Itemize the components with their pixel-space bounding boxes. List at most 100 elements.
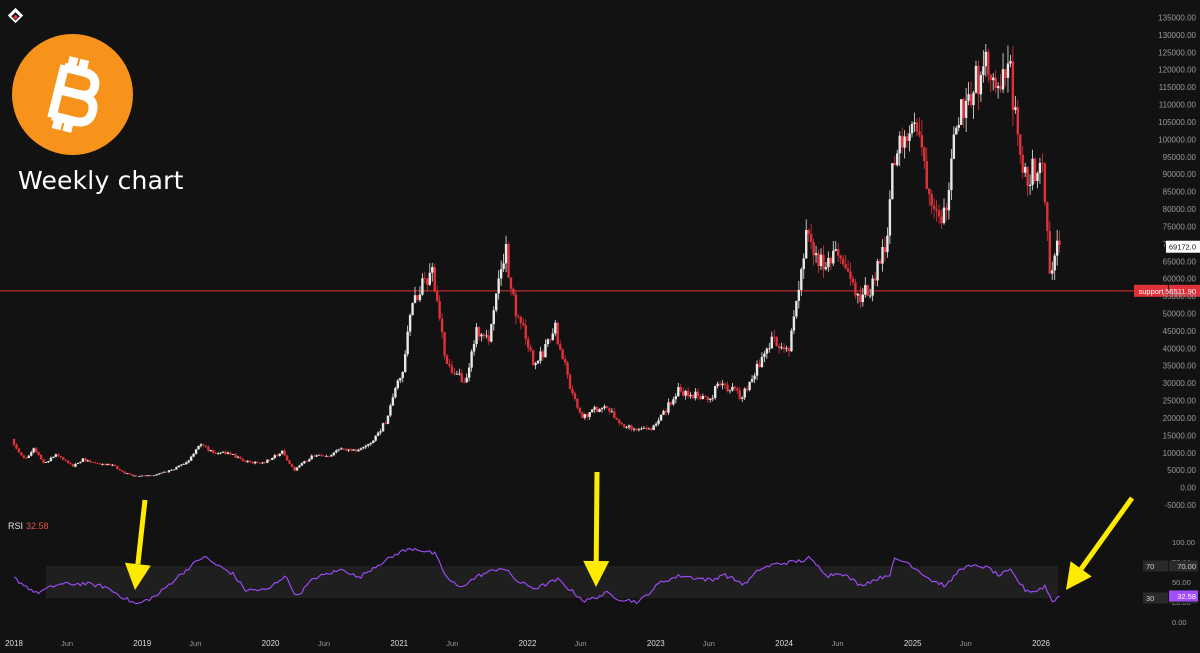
- candle-body: [502, 263, 505, 270]
- price-tick-label: 25000.00: [1163, 397, 1197, 406]
- candle-body: [379, 431, 382, 433]
- time-tick-year: 2019: [133, 639, 151, 648]
- candle-body: [701, 396, 705, 400]
- candle-body: [780, 347, 783, 349]
- candle-body: [177, 465, 181, 468]
- time-tick-year: 2022: [519, 639, 537, 648]
- candle-body: [1026, 166, 1029, 186]
- candle-body: [940, 216, 943, 224]
- tradingview-logo-icon[interactable]: [7, 7, 24, 24]
- candle-body: [960, 99, 963, 125]
- candle-body: [795, 300, 798, 317]
- candle-body: [285, 455, 289, 461]
- candle-body: [261, 462, 264, 464]
- candle-body: [652, 425, 655, 430]
- candle-body: [472, 344, 476, 352]
- candle-body: [844, 264, 847, 269]
- candle-body: [903, 136, 906, 148]
- candle-body: [155, 474, 158, 476]
- candle-body: [39, 454, 43, 460]
- candle-body: [224, 451, 227, 454]
- candle-body: [999, 86, 1002, 90]
- arrow-down-icon: [135, 499, 148, 565]
- candle-body: [561, 349, 564, 360]
- candle-body: [718, 383, 722, 386]
- candle-body: [834, 249, 837, 251]
- candle-body: [308, 459, 311, 462]
- candle-body: [964, 100, 968, 118]
- candle-body: [819, 254, 823, 267]
- candle-body: [349, 449, 353, 451]
- rsi-last-label: 32.58: [1177, 592, 1196, 601]
- chart-title: Weekly chart: [18, 166, 184, 195]
- candle-body: [745, 388, 749, 391]
- price-tick-label: 110000.00: [1159, 101, 1197, 110]
- price-axis[interactable]: -5000.00 0.00 5000.00 10000.00 15000.00 20000…: [1158, 13, 1200, 510]
- candle-body: [955, 127, 958, 135]
- candle-body: [143, 475, 146, 477]
- candle-body: [335, 450, 338, 453]
- bitcoin-logo: [12, 34, 133, 155]
- candle-body: [610, 411, 614, 413]
- candle-body: [438, 300, 441, 319]
- candle-body: [81, 458, 85, 462]
- candle-body: [829, 257, 833, 264]
- candle-body: [527, 339, 530, 348]
- time-axis[interactable]: 2018 Jun 2019 Jun 2020 Jun 2021 Jun 2022 Jun 2023 J…: [5, 639, 1050, 648]
- candle-body: [180, 464, 183, 466]
- candle-body: [595, 407, 599, 412]
- candle-body: [197, 445, 200, 450]
- candle-body: [694, 391, 697, 399]
- candle-body: [837, 249, 840, 256]
- candle-body: [150, 475, 153, 477]
- candle-body: [967, 94, 970, 101]
- rsi-legend-name: RSI: [8, 521, 24, 531]
- time-tick-year: 2024: [775, 639, 793, 648]
- candle-body: [913, 122, 916, 124]
- candle-body: [433, 267, 436, 292]
- candle-body: [721, 383, 724, 386]
- candle-body: [846, 268, 850, 272]
- candle-body: [873, 278, 877, 281]
- candlestick-series: [12, 43, 1061, 477]
- candle-body: [817, 253, 820, 267]
- candle-body: [1033, 158, 1037, 182]
- candle-body: [743, 388, 746, 398]
- candle-body: [760, 356, 764, 368]
- candle-body: [536, 360, 540, 364]
- candle-body: [263, 462, 267, 464]
- candle-body: [590, 409, 594, 413]
- support-value-label: 56511.90: [1165, 287, 1196, 296]
- candle-body: [322, 455, 326, 457]
- candle-body: [418, 294, 422, 301]
- candle-body: [347, 449, 350, 451]
- price-tick-label: 40000.00: [1163, 344, 1197, 353]
- candle-body: [868, 295, 872, 297]
- candle-body: [709, 398, 712, 401]
- candle-body: [822, 254, 825, 270]
- candle-body: [534, 363, 537, 366]
- candle-body: [312, 455, 316, 457]
- candle-body: [728, 390, 732, 392]
- candle-body: [950, 158, 953, 191]
- candle-body: [54, 454, 58, 457]
- candle-body: [229, 452, 232, 455]
- candle-body: [369, 442, 372, 445]
- candle-body: [787, 348, 791, 352]
- candle-body: [480, 334, 483, 337]
- candle-body: [435, 291, 439, 301]
- candle-body: [667, 402, 670, 413]
- candle-body: [935, 208, 938, 211]
- candle-body: [605, 406, 609, 409]
- candle-body: [226, 452, 230, 454]
- rsi-legend[interactable]: RSI 32.58: [8, 521, 49, 531]
- candle-body: [930, 194, 933, 206]
- candle-body: [586, 414, 589, 417]
- candle-body: [883, 247, 887, 253]
- candle-body: [686, 390, 690, 397]
- candle-body: [507, 244, 510, 278]
- candle-body: [386, 415, 390, 425]
- rsi-tick-label: 0.00: [1172, 618, 1187, 627]
- candle-body: [20, 452, 23, 456]
